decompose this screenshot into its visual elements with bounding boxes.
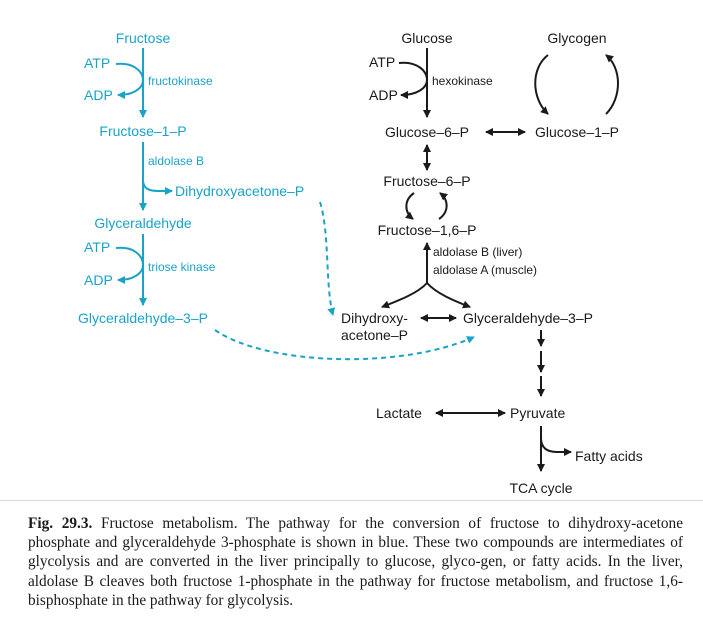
adp-label-1: ADP xyxy=(84,87,113,103)
hexokinase-atp-adp-arc xyxy=(398,61,429,99)
dhap-line1-label: Dihydroxy- xyxy=(341,310,408,326)
atp-label-1: ATP xyxy=(84,55,110,71)
figure-caption: Fig. 29.3. Fructose metabolism. The path… xyxy=(28,514,683,610)
dhap-blue-to-dhap-dashed-arrow xyxy=(319,201,336,316)
tca-cycle-label: TCA cycle xyxy=(509,480,572,496)
glycogen-label: Glycogen xyxy=(547,30,606,46)
f16p-to-f6p-arrow xyxy=(438,192,448,220)
hexokinase-label: hexokinase xyxy=(432,74,493,88)
atp-label-2: ATP xyxy=(84,239,110,255)
lactate-label: Lactate xyxy=(376,405,422,421)
f16p-to-ga3p-arrow xyxy=(426,282,471,309)
caption-text: Fructose metabolism. The pathway for the… xyxy=(28,515,683,609)
glycogen-to-g1p-arrow xyxy=(534,54,549,115)
pyruvate-label: Pyruvate xyxy=(510,405,565,421)
aldolase-b-liver-label: aldolase B (liver) xyxy=(433,245,522,259)
fructokinase-atp-adp-arc xyxy=(115,62,145,99)
glucose-6-p-label: Glucose–6–P xyxy=(385,124,469,140)
triose-kinase-label: triose kinase xyxy=(148,260,216,274)
g1p-to-glycogen-arrow xyxy=(605,54,619,115)
fructokinase-label: fructokinase xyxy=(148,74,213,88)
caption-divider xyxy=(0,500,703,501)
fructose-label: Fructose xyxy=(116,30,171,46)
atp-label-right: ATP xyxy=(369,54,395,70)
fructose-1-6-p-label: Fructose–1,6–P xyxy=(378,222,477,238)
dhap-line2-label: acetone–P xyxy=(341,327,408,343)
aldolase-a-muscle-label: aldolase A (muscle) xyxy=(433,263,537,277)
aldolase-b-label: aldolase B xyxy=(148,154,204,168)
figure-number: Fig. 29.3. xyxy=(28,515,93,532)
glycolysis-pathway: Glucose ATP ADP hexokinase Glycogen Gluc… xyxy=(341,30,643,496)
glyceraldehyde-label: Glyceraldehyde xyxy=(94,215,191,231)
glucose-label: Glucose xyxy=(401,30,453,46)
ga3p-black-label: Glyceraldehyde–3–P xyxy=(463,310,593,326)
fructose-6-p-label: Fructose–6–P xyxy=(383,173,470,189)
glucose-1-p-label: Glucose–1–P xyxy=(535,124,619,140)
fatty-acids-label: Fatty acids xyxy=(575,448,643,464)
adp-label-2: ADP xyxy=(84,272,113,288)
dhap-blue-label: Dihydroxyacetone–P xyxy=(175,183,304,199)
pyruvate-to-fatty-acids-arrow xyxy=(540,437,572,456)
f16p-to-dhap-arrow xyxy=(381,282,428,309)
branch-to-dhap-arrow xyxy=(142,179,173,195)
fructose-1-p-label: Fructose–1–P xyxy=(99,123,186,139)
triose-kinase-atp-adp-arc xyxy=(115,246,145,284)
f6p-to-f16p-arrow xyxy=(405,192,415,220)
adp-label-right: ADP xyxy=(369,87,398,103)
ga3p-blue-label: Glyceraldehyde–3–P xyxy=(78,310,208,326)
fructose-pathway: Fructose ATP ADP fructokinase Fructose–1… xyxy=(78,30,475,361)
